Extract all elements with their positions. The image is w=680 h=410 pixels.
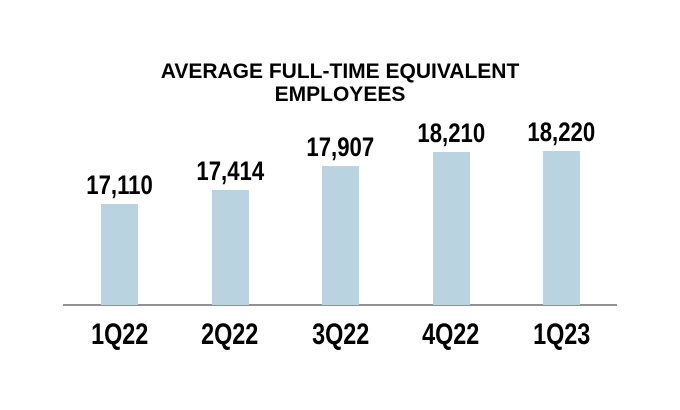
bar	[101, 204, 138, 305]
x-axis-line	[63, 304, 617, 306]
bar	[543, 151, 580, 305]
bar-value-label: 17,907	[306, 132, 375, 163]
bar-value-label: 18,210	[417, 117, 485, 148]
bar	[322, 166, 359, 305]
x-axis-label: 2Q22	[201, 318, 259, 351]
x-axis-label: 1Q22	[90, 318, 149, 351]
bar	[432, 151, 470, 305]
x-axis-label: 4Q22	[422, 318, 480, 351]
x-axis-label: 1Q23	[532, 318, 591, 351]
x-axis-label: 3Q22	[311, 318, 370, 351]
bar-value-label: 18,220	[527, 117, 596, 148]
plot-area: 17,110 1Q22 17,414 2Q22 17,907 3Q22 18,210 4Q22…	[63, 0, 617, 410]
bar	[211, 189, 249, 305]
bar-value-label: 17,110	[86, 170, 153, 201]
chart-title: AVERAGE FULL-TIME EQUIVALENT EMPLOYEES	[160, 60, 520, 106]
bar-value-label: 17,414	[196, 155, 264, 186]
